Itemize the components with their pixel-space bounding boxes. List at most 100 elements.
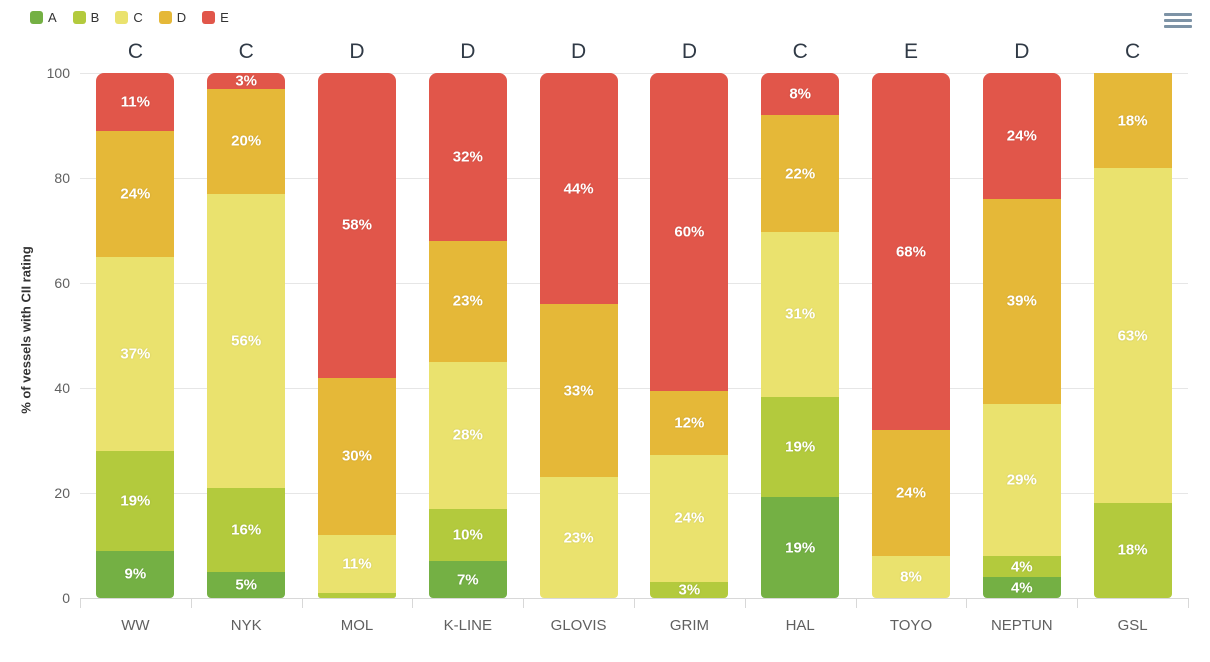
- stacked-bar[interactable]: 11% 30% 58%: [317, 73, 396, 598]
- legend-item-a[interactable]: A: [30, 10, 57, 25]
- legend-label: B: [90, 10, 100, 25]
- hamburger-line: [1164, 18, 1192, 22]
- stacked-bar[interactable]: 19% 19% 31% 22% 8%: [761, 73, 840, 598]
- bar-segment-c[interactable]: 8%: [871, 556, 950, 598]
- stacked-bar[interactable]: 7% 10% 28% 23% 32%: [428, 73, 507, 598]
- bar-segment-c[interactable]: 29%: [982, 403, 1061, 556]
- legend-swatch-e: [202, 11, 216, 24]
- x-axis-tick: [80, 598, 81, 608]
- bar-column-toyo: E TOYO 8% 24% 68%: [856, 40, 967, 634]
- bar-column-glovis: D GLOVIS 23% 33% 44%: [523, 40, 634, 634]
- bar-segment-c[interactable]: 56%: [207, 193, 286, 488]
- x-axis-label: NEPTUN: [990, 617, 1053, 634]
- bar-segment-d[interactable]: 12%: [650, 391, 729, 455]
- bar-segment-a[interactable]: 4%: [982, 577, 1061, 598]
- segment-data-label: 4%: [1010, 558, 1033, 575]
- bar-segment-e[interactable]: 58%: [317, 73, 396, 378]
- segment-data-label: 23%: [563, 529, 594, 547]
- legend-item-e[interactable]: E: [202, 10, 229, 25]
- bar-segment-c[interactable]: 31%: [761, 232, 840, 397]
- segment-data-label: 24%: [1006, 127, 1037, 145]
- stacked-bar[interactable]: 3% 24% 12% 60%: [650, 73, 729, 599]
- segment-data-label: 18%: [1117, 112, 1148, 130]
- segment-data-label: 8%: [789, 85, 812, 103]
- x-axis-label: MOL: [340, 617, 374, 634]
- bar-segment-a[interactable]: 9%: [96, 550, 175, 598]
- bar-segment-e[interactable]: 44%: [539, 73, 618, 304]
- bar-top-rating: C: [792, 40, 808, 63]
- segment-data-label: 3%: [678, 581, 701, 599]
- bar-segment-c[interactable]: 24%: [650, 454, 729, 583]
- bar-segment-b[interactable]: 4%: [982, 556, 1061, 577]
- bar-top-rating: C: [238, 40, 254, 63]
- stacked-bar[interactable]: 4% 4% 29% 39% 24%: [982, 73, 1061, 598]
- plot-area: C WW 9% 19% 37% 24% 11% C NYK 5% 16% 56% 20% 3% D MOL 11…: [80, 40, 1189, 634]
- bar-segment-b[interactable]: 19%: [96, 451, 175, 551]
- segment-data-label: 32%: [452, 148, 483, 166]
- bar-segment-d[interactable]: 30%: [317, 377, 396, 535]
- segment-data-label: 19%: [785, 539, 816, 557]
- y-tick-label: 80: [54, 170, 70, 186]
- segment-data-label: 11%: [120, 93, 150, 111]
- bar-segment-b[interactable]: 3%: [650, 581, 729, 599]
- bar-column-grim: D GRIM 3% 24% 12% 60%: [634, 40, 745, 634]
- segment-data-label: 11%: [342, 555, 372, 573]
- legend-item-c[interactable]: C: [115, 10, 143, 25]
- bar-segment-c[interactable]: 11%: [317, 535, 396, 593]
- segment-data-label: 56%: [231, 332, 262, 350]
- bar-top-rating: D: [571, 40, 587, 63]
- bar-segment-a[interactable]: 7%: [428, 561, 507, 598]
- bar-segment-d[interactable]: 39%: [982, 199, 1061, 404]
- segment-data-label: 22%: [785, 165, 816, 183]
- bar-segment-c[interactable]: 23%: [539, 477, 618, 598]
- x-axis-tick: [523, 598, 525, 608]
- bar-segment-c[interactable]: 37%: [96, 256, 175, 451]
- bar-segment-b[interactable]: 18%: [1093, 502, 1172, 598]
- bar-segment-b[interactable]: 16%: [207, 487, 286, 572]
- hamburger-menu-icon[interactable]: [1164, 8, 1194, 32]
- stacked-bar[interactable]: 18% 63% 18%: [1093, 73, 1172, 598]
- bar-segment-e[interactable]: 68%: [871, 73, 950, 430]
- gridline: [80, 493, 1188, 494]
- bar-segment-d[interactable]: 24%: [871, 430, 950, 556]
- bar-column-k-line: D K-LINE 7% 10% 28% 23% 32%: [412, 40, 523, 634]
- bar-segment-e[interactable]: 8%: [761, 73, 840, 116]
- bar-segment-e[interactable]: 60%: [650, 73, 729, 392]
- bar-segment-d[interactable]: 20%: [207, 88, 286, 194]
- bar-segment-e[interactable]: 11%: [96, 73, 175, 131]
- bar-segment-d[interactable]: 33%: [539, 304, 618, 478]
- gridline: [80, 178, 1188, 179]
- bar-column-ww: C WW 9% 19% 37% 24% 11%: [80, 40, 191, 634]
- y-tick-label: 40: [54, 380, 70, 396]
- bar-column-mol: D MOL 11% 30% 58%: [302, 40, 413, 634]
- bar-segment-b[interactable]: 10%: [428, 508, 507, 562]
- bar-segment-d[interactable]: 18%: [1093, 73, 1172, 169]
- bar-segment-c[interactable]: 28%: [428, 361, 507, 509]
- stacked-bar[interactable]: 8% 24% 68%: [871, 73, 950, 598]
- segment-data-label: 7%: [456, 571, 479, 589]
- legend-item-d[interactable]: D: [158, 10, 186, 25]
- bar-segment-e[interactable]: 3%: [207, 73, 286, 89]
- bar-segment-d[interactable]: 23%: [428, 241, 507, 362]
- segment-data-label: 23%: [452, 292, 483, 310]
- bar-segment-d[interactable]: 24%: [96, 130, 175, 257]
- bar-segment-e[interactable]: 32%: [428, 73, 507, 241]
- stacked-bar[interactable]: 23% 33% 44%: [539, 73, 618, 598]
- bar-segment-c[interactable]: 63%: [1093, 168, 1172, 503]
- bar-segment-b[interactable]: 19%: [761, 396, 840, 498]
- bar-segment-a[interactable]: 19%: [761, 497, 840, 598]
- bar-segment-b[interactable]: [317, 592, 396, 598]
- stacked-bar[interactable]: 9% 19% 37% 24% 11%: [96, 73, 175, 598]
- gridline: [80, 283, 1188, 284]
- segment-data-label: 31%: [785, 305, 816, 323]
- bar-segment-e[interactable]: 24%: [982, 73, 1061, 199]
- bar-segment-a[interactable]: 5%: [207, 571, 286, 598]
- segment-data-label: 24%: [120, 185, 151, 203]
- stacked-bar[interactable]: 5% 16% 56% 20% 3%: [207, 73, 286, 598]
- legend-swatch-a: [30, 11, 43, 24]
- legend-label: A: [48, 10, 57, 25]
- segment-data-label: 20%: [231, 132, 262, 150]
- legend-item-b[interactable]: B: [72, 10, 100, 25]
- x-axis-label: WW: [121, 617, 150, 634]
- bar-segment-d[interactable]: 22%: [761, 115, 840, 233]
